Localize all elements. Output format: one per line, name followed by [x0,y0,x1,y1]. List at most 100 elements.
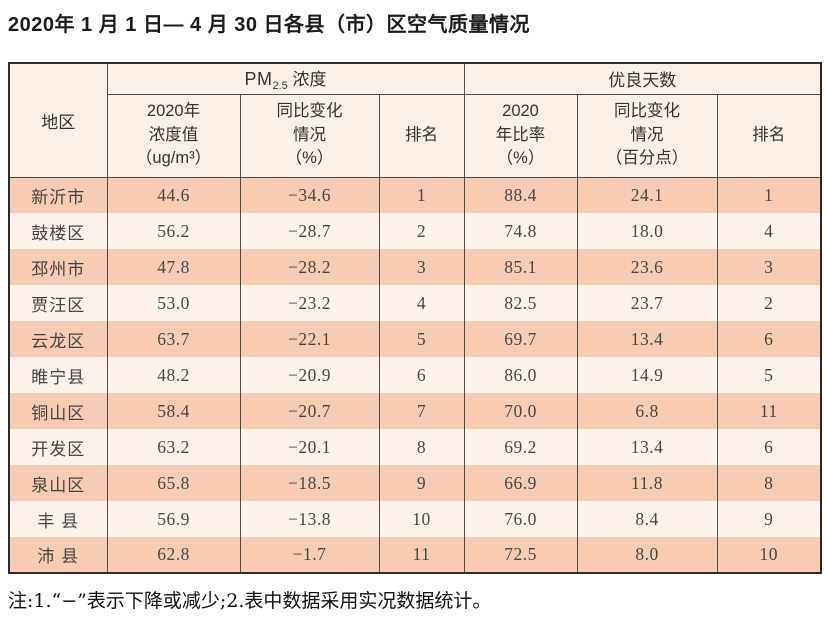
good-ratio-cell: 86.0 [463,357,578,393]
subheader-pm-change: 同比变化 情况 （%） [239,94,379,178]
good-rank-cell: 1 [716,177,822,213]
pm-change-cell: −28.2 [239,249,379,285]
pm-rank-cell: 3 [378,249,465,285]
region-cell: 沛 县 [8,537,107,573]
table-body: 新沂市 44.6 −34.6 1 88.4 24.1 1 鼓楼区 56.2 −28.7 2 74.8 1… [8,177,822,573]
region-column-header: 地区 [8,63,107,178]
good-ratio-cell: 69.2 [463,429,578,465]
region-cell: 鼓楼区 [8,213,107,249]
pm-value-cell: 47.8 [106,249,240,285]
region-cell: 丰 县 [8,501,107,537]
good-rank-cell: 4 [716,213,822,249]
pm-label-suffix: 浓度 [287,70,327,90]
pm-rank-cell: 8 [378,429,465,465]
table-row: 邳州市 47.8 −28.2 3 85.1 23.6 3 [8,249,822,285]
pm-label-prefix: PM [244,69,273,90]
good-rank-cell: 9 [716,501,822,537]
good-ratio-cell: 72.5 [463,537,578,573]
good-ratio-cell: 66.9 [463,465,578,501]
good-change-cell: 18.0 [576,213,718,249]
good-rank-cell: 5 [716,357,822,393]
good-ratio-cell: 76.0 [463,501,578,537]
subheader-pm-value: 2020年 浓度值 （ug/m³） [106,94,240,178]
pm-concentration-group-header: PM2.5 浓度 [106,63,465,95]
good-rank-cell: 6 [716,429,822,465]
pm-change-cell: −20.1 [239,429,379,465]
subheader-pm-rank: 排名 [378,94,465,178]
pm-value-cell: 53.0 [106,285,240,321]
table-row: 沛 县 62.8 −1.7 11 72.5 8.0 10 [8,537,822,573]
pm-value-cell: 56.9 [106,501,240,537]
pm-value-cell: 63.7 [106,321,240,357]
good-change-cell: 23.7 [576,285,718,321]
table-row: 铜山区 58.4 −20.7 7 70.0 6.8 11 [8,393,822,429]
region-cell: 铜山区 [8,393,107,429]
pm-change-cell: −34.6 [239,177,379,213]
pm-change-cell: −1.7 [239,537,379,573]
good-ratio-cell: 69.7 [463,321,578,357]
pm-label-subscript: 2.5 [272,80,288,93]
pm-value-cell: 48.2 [106,357,240,393]
good-ratio-cell: 88.4 [463,177,578,213]
good-rank-cell: 2 [716,285,822,321]
table-row: 新沂市 44.6 −34.6 1 88.4 24.1 1 [8,177,822,213]
good-change-cell: 8.4 [576,501,718,537]
table-row: 开发区 63.2 −20.1 8 69.2 13.4 6 [8,429,822,465]
good-change-cell: 23.6 [576,249,718,285]
pm-rank-cell: 4 [378,285,465,321]
air-quality-table: 地区 PM2.5 浓度 优良天数 2020年 浓度值 （ug/m³） 同比变化 … [8,62,823,574]
pm-rank-cell: 2 [378,213,465,249]
region-cell: 睢宁县 [8,357,107,393]
good-rank-cell: 10 [716,537,822,573]
table-row: 云龙区 63.7 −22.1 5 69.7 13.4 6 [8,321,822,357]
good-ratio-cell: 82.5 [463,285,578,321]
good-rank-cell: 8 [716,465,822,501]
subheader-good-ratio: 2020 年比率 （%） [463,94,578,178]
pm-change-cell: −20.7 [239,393,379,429]
subheader-good-rank: 排名 [716,94,822,178]
region-cell: 泉山区 [8,465,107,501]
pm-change-cell: −18.5 [239,465,379,501]
pm-change-cell: −28.7 [239,213,379,249]
pm-rank-cell: 10 [378,501,465,537]
pm-value-cell: 62.8 [106,537,240,573]
good-change-cell: 8.0 [576,537,718,573]
group-header-row: 地区 PM2.5 浓度 优良天数 [8,63,822,178]
good-ratio-cell: 85.1 [463,249,578,285]
pm-rank-cell: 11 [378,537,465,573]
good-rank-cell: 11 [716,393,822,429]
pm-rank-cell: 5 [378,321,465,357]
pm-rank-cell: 9 [378,465,465,501]
good-change-cell: 14.9 [576,357,718,393]
pm-value-cell: 63.2 [106,429,240,465]
good-days-group-header: 优良天数 [463,63,822,95]
table-row: 鼓楼区 56.2 −28.7 2 74.8 18.0 4 [8,213,822,249]
table-row: 泉山区 65.8 −18.5 9 66.9 11.8 8 [8,465,822,501]
region-cell: 贾汪区 [8,285,107,321]
pm-change-cell: −20.9 [239,357,379,393]
footnote: 注:1.“−”表示下降或减少;2.表中数据采用实况数据统计。 [8,590,492,612]
table-row: 丰 县 56.9 −13.8 10 76.0 8.4 9 [8,501,822,537]
region-cell: 新沂市 [8,177,107,213]
page-title: 2020年 1 月 1 日— 4 月 30 日各县（市）区空气质量情况 [8,14,531,36]
pm-value-cell: 56.2 [106,213,240,249]
pm-change-cell: −22.1 [239,321,379,357]
table-header: 地区 PM2.5 浓度 优良天数 2020年 浓度值 （ug/m³） 同比变化 … [8,63,822,178]
good-change-cell: 6.8 [576,393,718,429]
good-rank-cell: 3 [716,249,822,285]
good-change-cell: 13.4 [576,321,718,357]
pm-change-cell: −13.8 [239,501,379,537]
region-cell: 云龙区 [8,321,107,357]
good-change-cell: 13.4 [576,429,718,465]
pm-rank-cell: 6 [378,357,465,393]
pm-value-cell: 58.4 [106,393,240,429]
good-change-cell: 11.8 [576,465,718,501]
good-ratio-cell: 70.0 [463,393,578,429]
good-rank-cell: 6 [716,321,822,357]
table-row: 睢宁县 48.2 −20.9 6 86.0 14.9 5 [8,357,822,393]
pm-change-cell: −23.2 [239,285,379,321]
good-change-cell: 24.1 [576,177,718,213]
region-cell: 邳州市 [8,249,107,285]
pm-value-cell: 44.6 [106,177,240,213]
